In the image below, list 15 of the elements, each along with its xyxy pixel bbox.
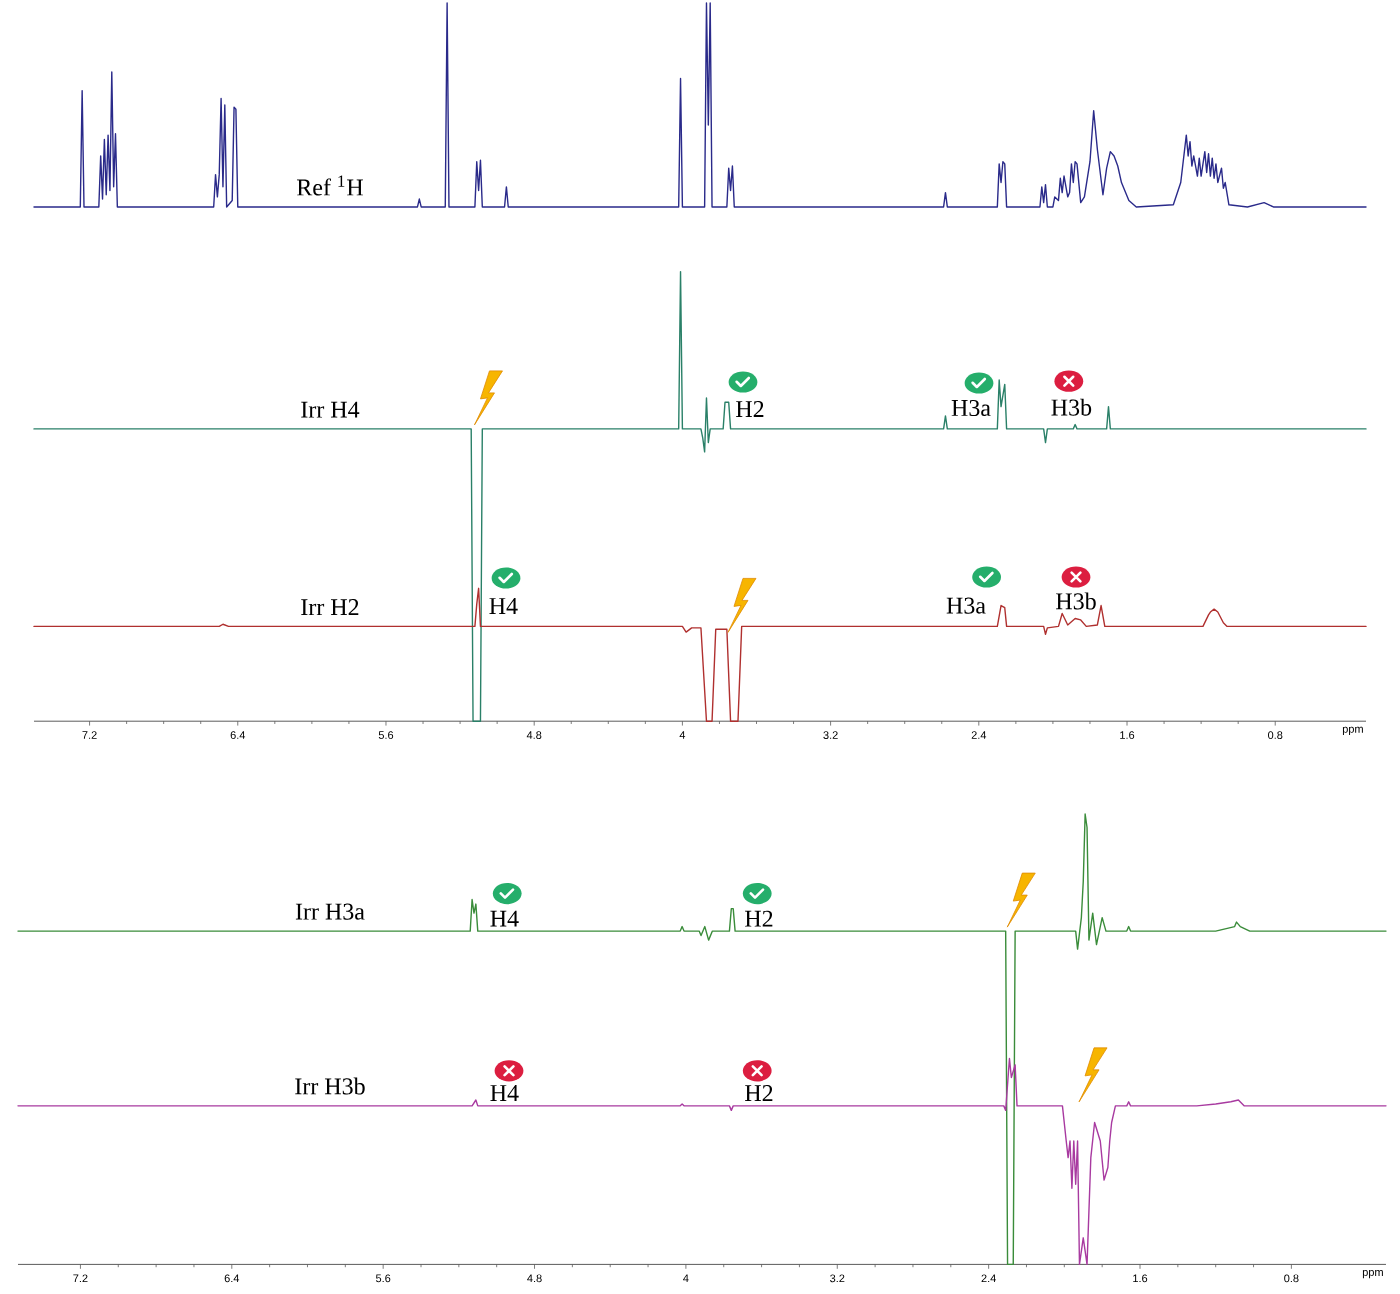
series-label: Irr H4 xyxy=(301,401,360,418)
annotation: H4 xyxy=(490,910,519,927)
annotation: H4 xyxy=(489,598,518,614)
annotation: H3a xyxy=(946,597,986,614)
annotation: H2 xyxy=(736,401,764,417)
series-label: Irr H3b xyxy=(295,1077,365,1095)
annotation: H3a xyxy=(951,399,991,417)
annotation: H3b xyxy=(1051,398,1092,416)
series-label: Irr H2 xyxy=(301,599,359,615)
annotation: H2 xyxy=(745,1085,773,1101)
annotation: H2 xyxy=(745,910,773,927)
series-label: Ref $^{1}$H xyxy=(296,175,363,196)
annotation: H3b xyxy=(1056,592,1096,610)
series-label: Irr H3a xyxy=(295,903,365,920)
annotation: H4 xyxy=(490,1085,519,1101)
